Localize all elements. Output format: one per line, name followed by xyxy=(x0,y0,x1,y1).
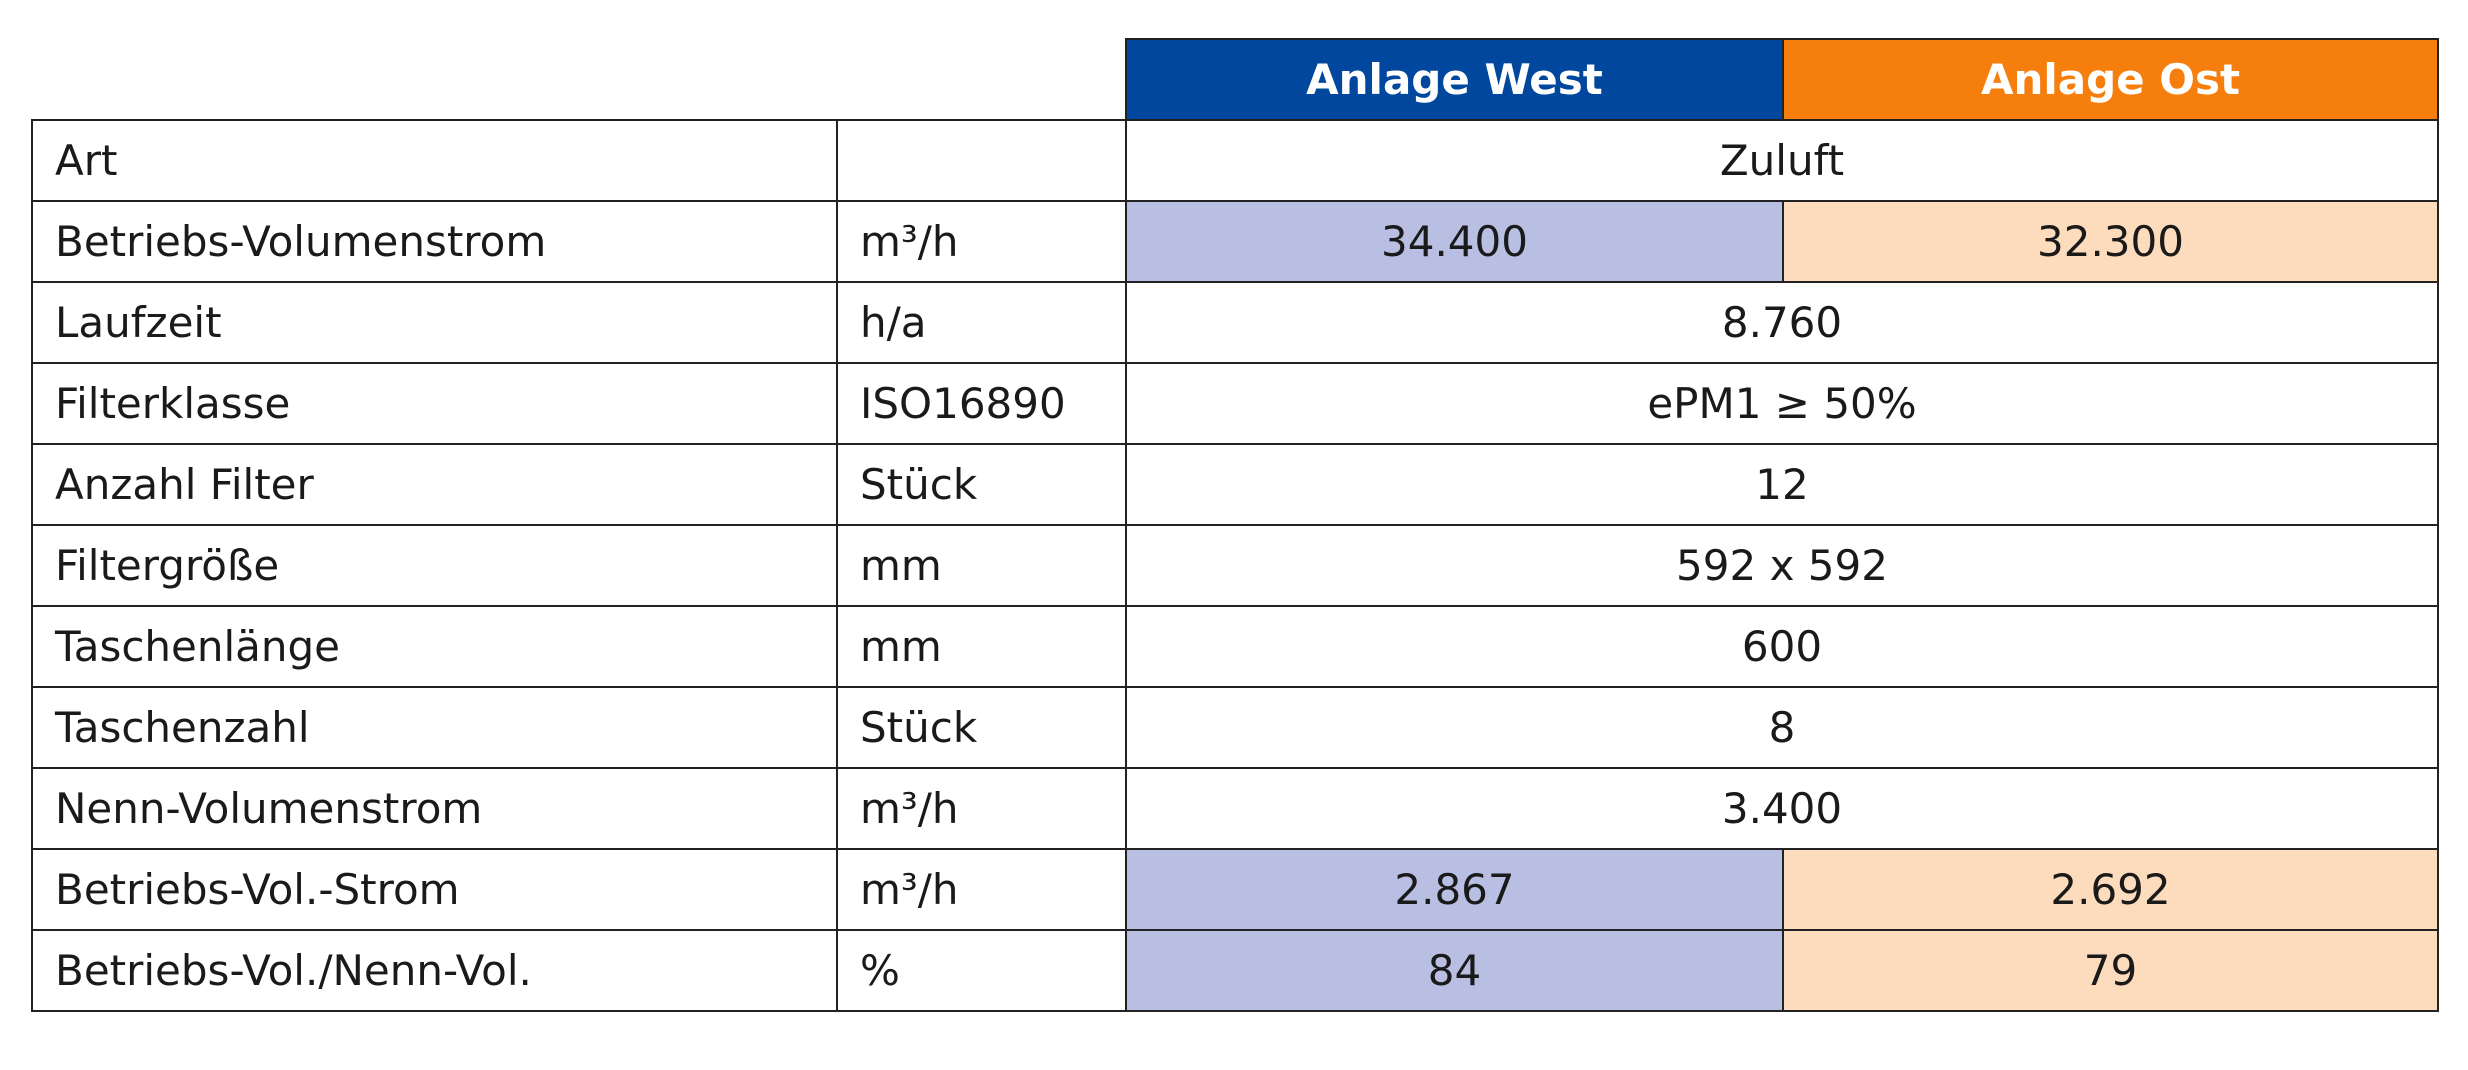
table-row: Taschenzahl Stück 8 xyxy=(31,686,2439,769)
row-unit: m³/h xyxy=(836,767,1127,850)
row-unit: Stück xyxy=(836,686,1127,769)
column-header: Anlage West xyxy=(1125,38,1784,121)
value-cell: 34.400 xyxy=(1125,200,1784,283)
row-unit: m³/h xyxy=(836,200,1127,283)
merged-value: Zuluft xyxy=(1125,119,2439,202)
row-unit xyxy=(836,119,1127,202)
row-label: Betriebs-Volumenstrom xyxy=(31,200,838,283)
table-row: Taschenlänge mm 600 xyxy=(31,605,2439,688)
row-unit: mm xyxy=(836,524,1127,607)
row-label: Taschenlänge xyxy=(31,605,838,688)
merged-value: 3.400 xyxy=(1125,767,2439,850)
merged-value: ePM1 ≥ 50% xyxy=(1125,362,2439,445)
row-label: Filtergröße xyxy=(31,524,838,607)
table-row: Filterklasse ISO16890 ePM1 ≥ 50% xyxy=(31,362,2439,445)
value-cell: 2.867 xyxy=(1125,848,1784,931)
merged-value: 8.760 xyxy=(1125,281,2439,364)
row-unit: ISO16890 xyxy=(836,362,1127,445)
row-label: Taschenzahl xyxy=(31,686,838,769)
table-row: Betriebs-Volumenstrom m³/h 34.400 32.300 xyxy=(31,200,2439,283)
row-unit: mm xyxy=(836,605,1127,688)
row-label: Art xyxy=(31,119,838,202)
table-row: Anzahl Filter Stück 12 xyxy=(31,443,2439,526)
row-label: Laufzeit xyxy=(31,281,838,364)
value-cell: 32.300 xyxy=(1782,200,2439,283)
value-cell: 79 xyxy=(1782,929,2439,1012)
row-unit: % xyxy=(836,929,1127,1012)
table-row: Nenn-Volumenstrom m³/h 3.400 xyxy=(31,767,2439,850)
blank-header xyxy=(837,39,1126,120)
row-label: Betriebs-Vol./Nenn-Vol. xyxy=(31,929,838,1012)
merged-value: 600 xyxy=(1125,605,2439,688)
row-unit: h/a xyxy=(836,281,1127,364)
column-header: Anlage Ost xyxy=(1782,38,2439,121)
merged-value: 8 xyxy=(1125,686,2439,769)
row-unit: Stück xyxy=(836,443,1127,526)
row-unit: m³/h xyxy=(836,848,1127,931)
table-row: Betriebs-Vol.-Strom m³/h 2.867 2.692 xyxy=(31,848,2439,931)
table-row: Filtergröße mm 592 x 592 xyxy=(31,524,2439,607)
value-cell: 84 xyxy=(1125,929,1784,1012)
merged-value: 592 x 592 xyxy=(1125,524,2439,607)
row-label: Filterklasse xyxy=(31,362,838,445)
row-label: Betriebs-Vol.-Strom xyxy=(31,848,838,931)
header-row: Anlage West Anlage Ost xyxy=(32,38,2439,121)
merged-value: 12 xyxy=(1125,443,2439,526)
table-row: Art Zuluft xyxy=(31,119,2439,202)
table-row: Laufzeit h/a 8.760 xyxy=(31,281,2439,364)
table-row: Betriebs-Vol./Nenn-Vol.% 84 79 xyxy=(31,929,2439,1012)
row-label: Nenn-Volumenstrom xyxy=(31,767,838,850)
value-cell: 2.692 xyxy=(1782,848,2439,931)
row-label: Anzahl Filter xyxy=(31,443,838,526)
filter-table: Anlage West Anlage Ost Art Zuluft Betriebs… xyxy=(31,38,2439,1012)
table-body: Art Zuluft Betriebs-Volumenstrom m³/h 34.400… xyxy=(31,119,2439,1012)
blank-header xyxy=(32,39,837,120)
